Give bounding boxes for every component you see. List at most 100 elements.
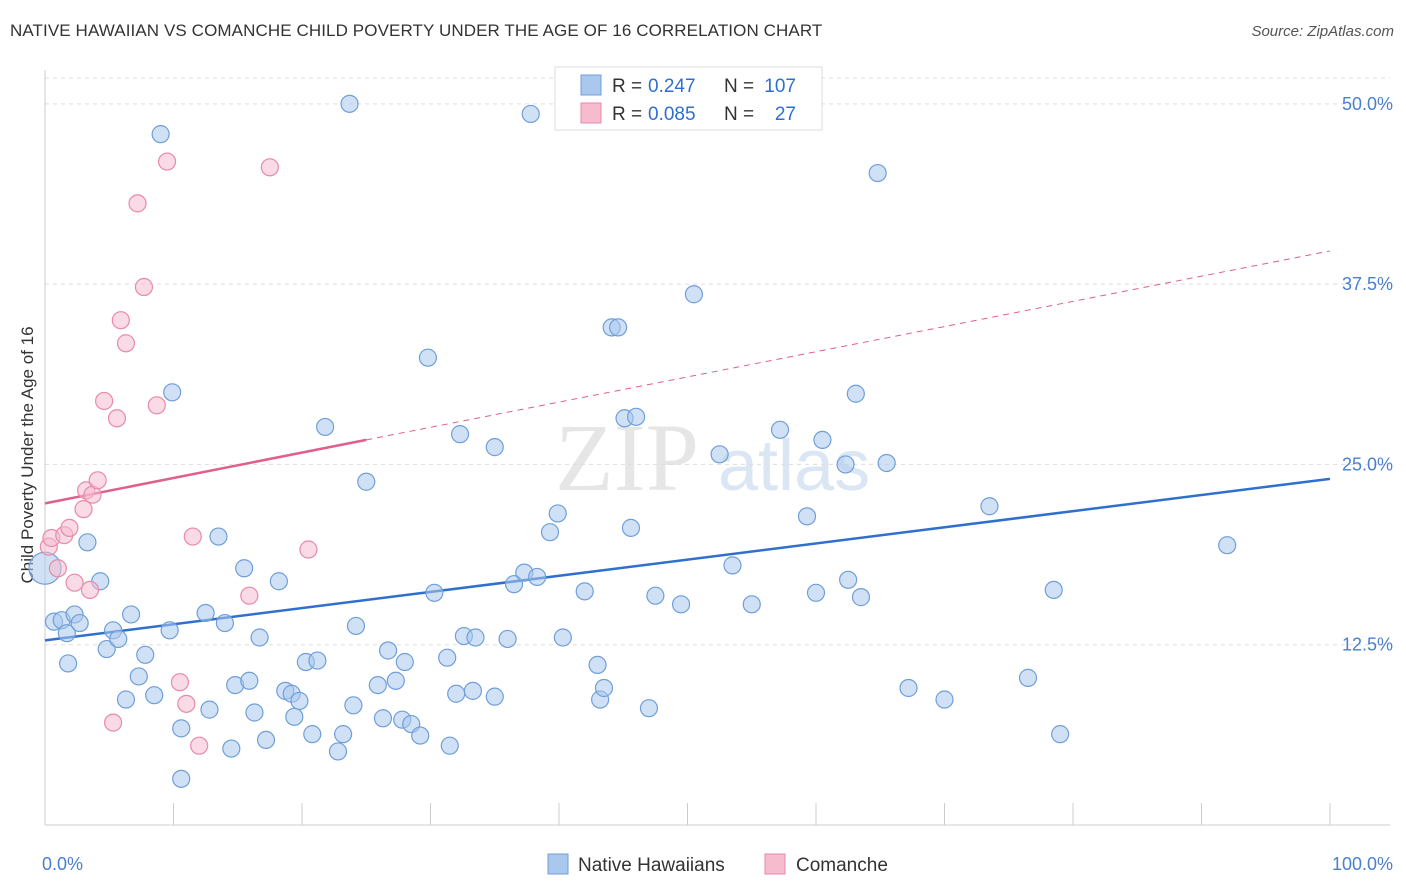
native-hawaiians-point xyxy=(344,696,363,715)
native-hawaiians-point xyxy=(172,769,191,788)
native-hawaiians-point xyxy=(129,667,148,686)
native-hawaiians-point xyxy=(172,719,191,738)
comanche-point xyxy=(147,396,166,415)
native-hawaiians-point xyxy=(378,641,398,660)
native-hawaiians-point xyxy=(59,654,78,673)
series-legend-label-pink: Comanche xyxy=(796,855,888,876)
y-tick-labels: 12.5% 25.0% 37.5% 50.0% xyxy=(1342,94,1393,655)
native-hawaiians-points xyxy=(28,94,1237,788)
comanche-point xyxy=(260,158,279,177)
comanche-point xyxy=(88,471,107,490)
comanche-point xyxy=(128,194,147,213)
comanche-points xyxy=(39,152,318,755)
native-hawaiians-point xyxy=(671,595,691,614)
native-hawaiians-point xyxy=(334,725,353,744)
native-hawaiians-point xyxy=(256,730,276,750)
legend-swatch-pink xyxy=(580,102,602,124)
source-credit: Source: ZipAtlas.com xyxy=(1251,23,1394,40)
legend-n-value-2: 27 xyxy=(775,104,796,125)
legend-r-value-2: 0.085 xyxy=(648,104,696,125)
comanche-point xyxy=(80,580,100,600)
native-hawaiians-point xyxy=(196,603,215,623)
native-hawaiians-point xyxy=(109,629,128,649)
native-hawaiians-point xyxy=(868,163,887,183)
series-legend-swatch-pink xyxy=(764,853,786,875)
comanche-point xyxy=(95,391,114,411)
comanche-trend-extension xyxy=(366,250,1331,441)
comanche-point xyxy=(190,736,209,755)
native-hawaiians-point xyxy=(200,700,219,719)
native-hawaiians-point xyxy=(121,605,141,624)
series-legend: Native Hawaiians Comanche xyxy=(547,853,888,876)
native-hawaiians-point xyxy=(373,709,393,728)
native-hawaiians-point xyxy=(639,699,659,718)
native-hawaiians-point xyxy=(588,655,607,675)
native-hawaiians-point xyxy=(245,703,264,722)
native-hawaiians-point xyxy=(235,559,254,578)
axes xyxy=(44,70,1390,826)
native-hawaiians-point xyxy=(980,497,999,516)
comanche-point xyxy=(107,409,127,428)
native-hawaiians-point xyxy=(1044,580,1063,600)
native-hawaiians-point xyxy=(240,671,259,690)
native-hawaiians-point xyxy=(485,438,504,457)
native-hawaiians-point xyxy=(250,628,269,647)
native-hawaiians-point xyxy=(70,613,89,633)
native-hawaiians-point xyxy=(303,725,322,744)
comanche-point xyxy=(111,311,130,330)
legend-r-value-1: 0.247 xyxy=(648,76,696,97)
native-hawaiians-point xyxy=(521,104,540,124)
native-hawaiians-point xyxy=(851,588,871,607)
native-hawaiians-point xyxy=(575,582,594,601)
native-hawaiians-point xyxy=(368,675,387,695)
native-hawaiians-point xyxy=(846,384,865,403)
native-hawaiians-point xyxy=(316,417,335,437)
native-hawaiians-point xyxy=(839,570,858,589)
native-hawaiians-point xyxy=(425,583,444,602)
native-hawaiians-point xyxy=(609,318,628,337)
native-hawaiians-point xyxy=(621,518,641,537)
comanche-point xyxy=(240,586,259,605)
comanche-point xyxy=(177,694,196,713)
native-hawaiians-point xyxy=(440,736,459,755)
native-hawaiians-point xyxy=(411,726,430,745)
native-hawaiians-point xyxy=(646,586,665,605)
native-hawaiians-point xyxy=(1018,668,1038,687)
native-hawaiians-point xyxy=(222,739,241,758)
correlation-legend: R = 0.247 N = 107 R = 0.085 N = 27 xyxy=(554,66,823,131)
native-hawaiians-point xyxy=(684,285,704,304)
y-tick-label: 12.5% xyxy=(1342,635,1393,655)
x-tick-label: 100.0% xyxy=(1332,854,1393,874)
native-hawaiians-point xyxy=(78,533,97,552)
y-tick-label: 37.5% xyxy=(1342,274,1393,294)
native-hawaiians-point xyxy=(548,504,567,523)
native-hawaiians-point xyxy=(357,472,376,491)
series-legend-label-blue: Native Hawaiians xyxy=(578,855,725,876)
comanche-point xyxy=(170,673,190,692)
native-hawaiians-point xyxy=(438,648,457,667)
legend-n-label-2: N = xyxy=(724,104,754,125)
comanche-point xyxy=(104,713,123,732)
native-hawaiians-point xyxy=(386,671,405,690)
native-hawaiians-point xyxy=(540,523,560,542)
native-hawaiians-point xyxy=(418,348,438,367)
native-hawaiians-point xyxy=(346,616,366,636)
native-hawaiians-point xyxy=(215,613,234,633)
native-hawaiians-point xyxy=(285,707,304,726)
native-hawaiians-point xyxy=(626,407,646,426)
y-tick-label: 50.0% xyxy=(1342,94,1393,114)
native-hawaiians-point xyxy=(328,742,348,761)
native-hawaiians-point xyxy=(116,690,136,709)
comanche-point xyxy=(65,573,84,592)
legend-n-value-1: 107 xyxy=(764,76,796,97)
y-tick-label: 25.0% xyxy=(1342,454,1393,474)
native-hawaiians-point xyxy=(553,628,572,647)
native-hawaiians-point xyxy=(1051,725,1070,744)
native-hawaiians-point xyxy=(1218,536,1237,555)
native-hawaiians-point xyxy=(710,445,729,464)
native-hawaiians-point xyxy=(340,94,359,113)
native-hawaiians-point xyxy=(269,572,288,591)
native-hawaiians-point xyxy=(723,556,742,575)
comanche-point xyxy=(60,518,79,537)
